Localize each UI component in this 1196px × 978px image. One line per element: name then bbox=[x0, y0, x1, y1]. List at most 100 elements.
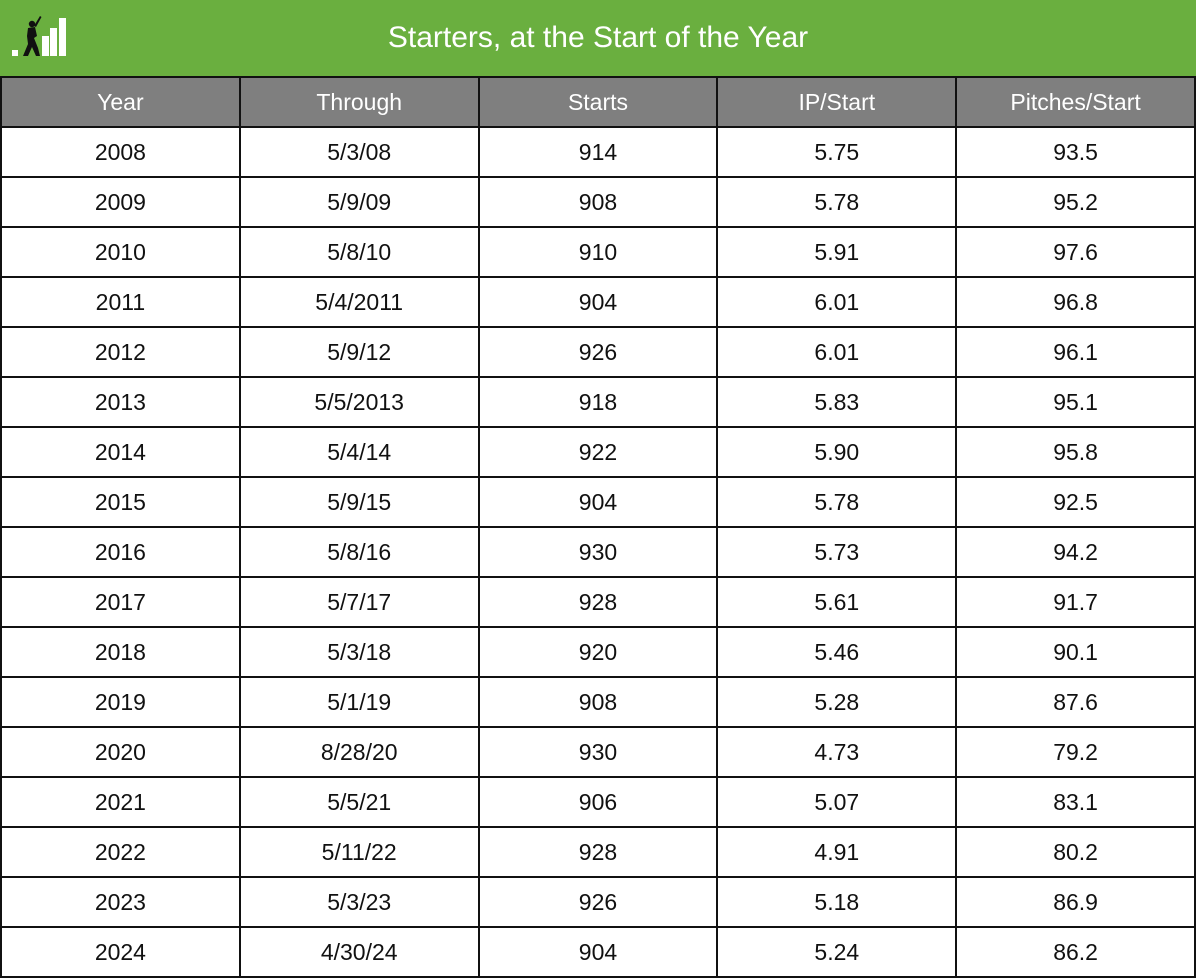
table-cell-ip-start: 5.24 bbox=[716, 926, 958, 978]
table-row: 2013 5/5/2013 918 5.83 95.1 bbox=[0, 376, 1196, 428]
table-cell-year: 2019 bbox=[0, 676, 241, 728]
table-cell-pitches-start: 95.1 bbox=[955, 376, 1196, 428]
table-row: 2008 5/3/08 914 5.75 93.5 bbox=[0, 126, 1196, 178]
table-cell-year: 2016 bbox=[0, 526, 241, 578]
column-header-pitches-start: Pitches/Start bbox=[955, 76, 1196, 128]
table-cell-pitches-start: 94.2 bbox=[955, 526, 1196, 578]
table-cell-ip-start: 6.01 bbox=[716, 276, 958, 328]
table-cell-year: 2011 bbox=[0, 276, 241, 328]
table-cell-through: 5/3/18 bbox=[238, 626, 480, 678]
chart-title: Starters, at the Start of the Year bbox=[387, 21, 809, 54]
table-cell-starts: 928 bbox=[477, 576, 719, 628]
table-cell-through: 5/4/14 bbox=[238, 426, 480, 478]
table-cell-starts: 904 bbox=[477, 276, 719, 328]
title-bar: Starters, at the Start of the Year bbox=[0, 0, 1196, 76]
table-cell-ip-start: 5.78 bbox=[716, 176, 958, 228]
table-cell-through: 5/8/16 bbox=[238, 526, 480, 578]
table-row: 2020 8/28/20 930 4.73 79.2 bbox=[0, 726, 1196, 778]
table-cell-through: 8/28/20 bbox=[238, 726, 480, 778]
table-cell-pitches-start: 93.5 bbox=[955, 126, 1196, 178]
table-cell-year: 2022 bbox=[0, 826, 241, 878]
table-cell-pitches-start: 86.9 bbox=[955, 876, 1196, 928]
table-cell-pitches-start: 79.2 bbox=[955, 726, 1196, 778]
table-cell-pitches-start: 83.1 bbox=[955, 776, 1196, 828]
table-cell-starts: 930 bbox=[477, 726, 719, 778]
table-cell-through: 5/11/22 bbox=[238, 826, 480, 878]
table-cell-starts: 908 bbox=[477, 176, 719, 228]
table-cell-through: 5/4/2011 bbox=[238, 276, 480, 328]
table-row: 2021 5/5/21 906 5.07 83.1 bbox=[0, 776, 1196, 828]
table-cell-through: 5/8/10 bbox=[238, 226, 480, 278]
table-cell-ip-start: 5.78 bbox=[716, 476, 958, 528]
table-cell-ip-start: 5.18 bbox=[716, 876, 958, 928]
table-row: 2012 5/9/12 926 6.01 96.1 bbox=[0, 326, 1196, 378]
table-cell-starts: 926 bbox=[477, 326, 719, 378]
table-cell-year: 2008 bbox=[0, 126, 241, 178]
table-cell-through: 4/30/24 bbox=[238, 926, 480, 978]
table-cell-through: 5/1/19 bbox=[238, 676, 480, 728]
table-cell-through: 5/5/2013 bbox=[238, 376, 480, 428]
table-cell-starts: 922 bbox=[477, 426, 719, 478]
table-cell-pitches-start: 97.6 bbox=[955, 226, 1196, 278]
table-cell-through: 5/3/08 bbox=[238, 126, 480, 178]
table-row: 2024 4/30/24 904 5.24 86.2 bbox=[0, 926, 1196, 978]
table-cell-starts: 908 bbox=[477, 676, 719, 728]
table-cell-ip-start: 5.83 bbox=[716, 376, 958, 428]
table-cell-through: 5/9/09 bbox=[238, 176, 480, 228]
table-cell-starts: 920 bbox=[477, 626, 719, 678]
table-cell-ip-start: 5.75 bbox=[716, 126, 958, 178]
table-cell-pitches-start: 80.2 bbox=[955, 826, 1196, 878]
table-cell-pitches-start: 95.8 bbox=[955, 426, 1196, 478]
data-table: Year Through Starts IP/Start Pitches/Start 2… bbox=[0, 76, 1196, 978]
table-cell-through: 5/9/12 bbox=[238, 326, 480, 378]
table-row: 2015 5/9/15 904 5.78 92.5 bbox=[0, 476, 1196, 528]
table-row: 2023 5/3/23 926 5.18 86.9 bbox=[0, 876, 1196, 928]
table-cell-year: 2024 bbox=[0, 926, 241, 978]
column-header-through: Through bbox=[238, 76, 480, 128]
table-row: 2011 5/4/2011 904 6.01 96.8 bbox=[0, 276, 1196, 328]
table-cell-starts: 928 bbox=[477, 826, 719, 878]
table-row: 2009 5/9/09 908 5.78 95.2 bbox=[0, 176, 1196, 228]
table-cell-year: 2021 bbox=[0, 776, 241, 828]
table-cell-year: 2017 bbox=[0, 576, 241, 628]
table-cell-starts: 904 bbox=[477, 926, 719, 978]
table-cell-through: 5/3/23 bbox=[238, 876, 480, 928]
table-cell-year: 2009 bbox=[0, 176, 241, 228]
table-row: 2018 5/3/18 920 5.46 90.1 bbox=[0, 626, 1196, 678]
table-cell-year: 2023 bbox=[0, 876, 241, 928]
table-cell-ip-start: 6.01 bbox=[716, 326, 958, 378]
table-row: 2019 5/1/19 908 5.28 87.6 bbox=[0, 676, 1196, 728]
table-cell-ip-start: 5.90 bbox=[716, 426, 958, 478]
table-cell-starts: 914 bbox=[477, 126, 719, 178]
table-cell-pitches-start: 96.8 bbox=[955, 276, 1196, 328]
table-cell-year: 2018 bbox=[0, 626, 241, 678]
table-cell-ip-start: 5.07 bbox=[716, 776, 958, 828]
column-header-ip-start: IP/Start bbox=[716, 76, 958, 128]
table-cell-ip-start: 5.46 bbox=[716, 626, 958, 678]
table-cell-year: 2013 bbox=[0, 376, 241, 428]
table-cell-pitches-start: 92.5 bbox=[955, 476, 1196, 528]
table-cell-through: 5/9/15 bbox=[238, 476, 480, 528]
table-cell-pitches-start: 91.7 bbox=[955, 576, 1196, 628]
table-cell-starts: 918 bbox=[477, 376, 719, 428]
table-row: 2017 5/7/17 928 5.61 91.7 bbox=[0, 576, 1196, 628]
table-cell-year: 2010 bbox=[0, 226, 241, 278]
table-cell-ip-start: 4.73 bbox=[716, 726, 958, 778]
table-cell-year: 2012 bbox=[0, 326, 241, 378]
table-cell-through: 5/7/17 bbox=[238, 576, 480, 628]
table-cell-through: 5/5/21 bbox=[238, 776, 480, 828]
table-cell-ip-start: 4.91 bbox=[716, 826, 958, 878]
table-cell-year: 2014 bbox=[0, 426, 241, 478]
table-cell-ip-start: 5.73 bbox=[716, 526, 958, 578]
table-row: 2010 5/8/10 910 5.91 97.6 bbox=[0, 226, 1196, 278]
table-cell-starts: 930 bbox=[477, 526, 719, 578]
table-cell-starts: 906 bbox=[477, 776, 719, 828]
table-cell-pitches-start: 95.2 bbox=[955, 176, 1196, 228]
table-cell-ip-start: 5.91 bbox=[716, 226, 958, 278]
column-header-year: Year bbox=[0, 76, 241, 128]
table-cell-pitches-start: 96.1 bbox=[955, 326, 1196, 378]
table-cell-pitches-start: 87.6 bbox=[955, 676, 1196, 728]
batter-bar-chart-logo-icon bbox=[12, 16, 66, 56]
column-header-starts: Starts bbox=[477, 76, 719, 128]
